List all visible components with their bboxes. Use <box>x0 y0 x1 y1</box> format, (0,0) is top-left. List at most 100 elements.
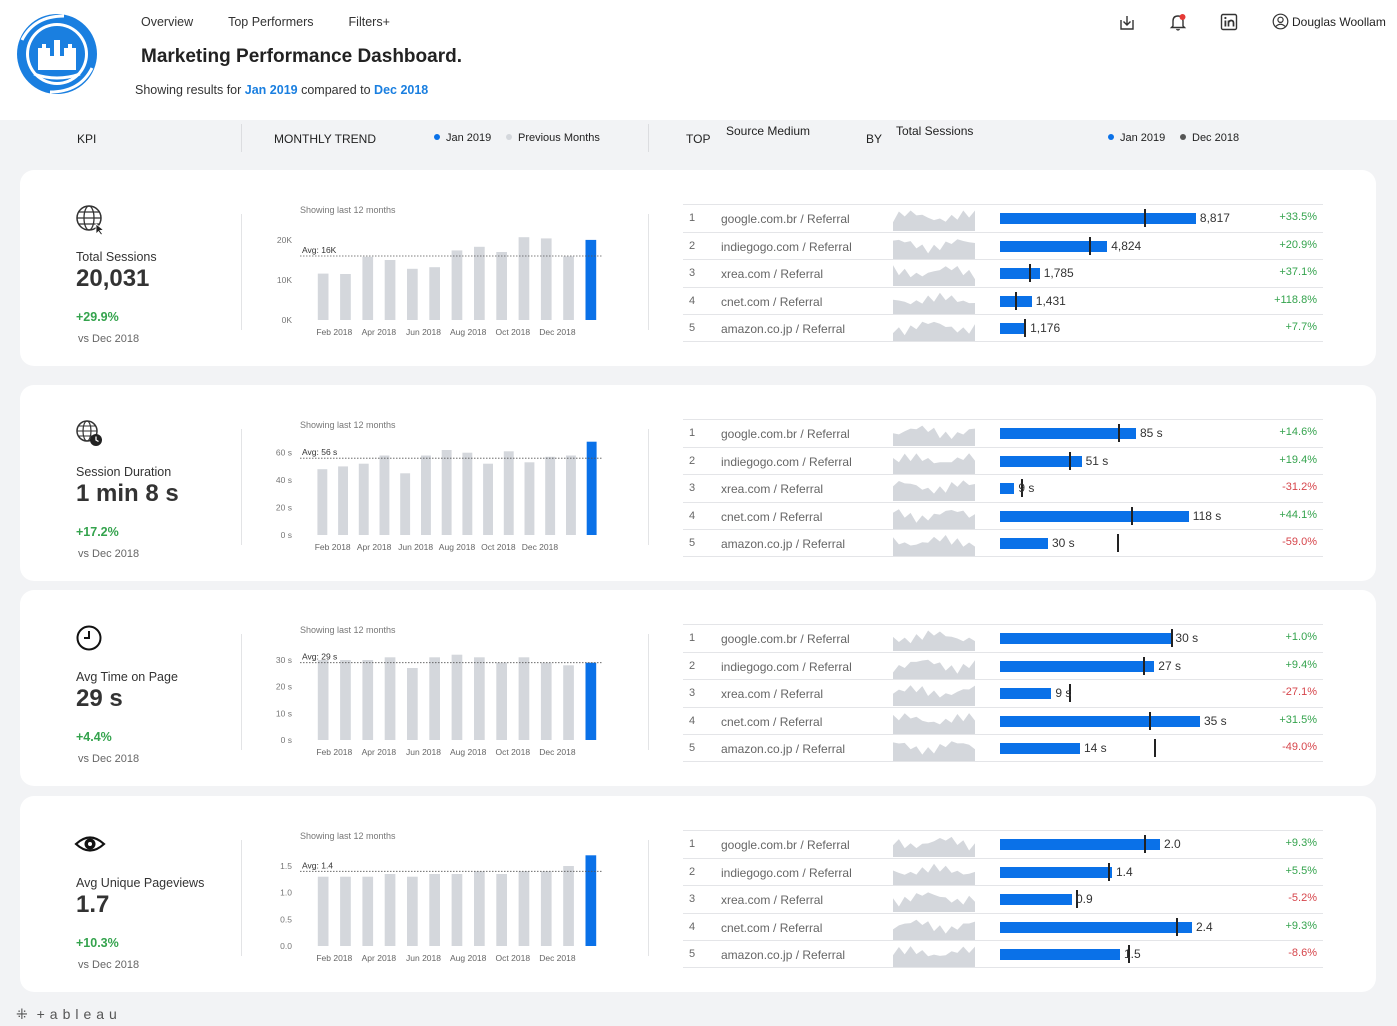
trend-bar[interactable] <box>518 657 530 740</box>
table-row[interactable]: 1 google.com.br / Referral 30 s +1.0% <box>683 624 1323 652</box>
source-medium[interactable]: xrea.com / Referral <box>721 267 824 281</box>
trend-bar[interactable] <box>429 874 440 946</box>
table-row[interactable]: 3 xrea.com / Referral 9 s -27.1% <box>683 679 1323 707</box>
trend-bar[interactable] <box>407 668 418 740</box>
current-value-bar[interactable] <box>1000 633 1172 644</box>
source-medium[interactable]: amazon.co.jp / Referral <box>721 948 846 962</box>
trend-bar[interactable] <box>474 657 485 740</box>
trend-bar[interactable] <box>441 450 452 535</box>
trend-bar[interactable] <box>362 256 374 320</box>
trend-bar[interactable] <box>362 660 374 740</box>
trend-bar[interactable] <box>362 876 374 946</box>
source-medium[interactable]: amazon.co.jp / Referral <box>721 742 846 756</box>
source-medium[interactable]: xrea.com / Referral <box>721 893 824 907</box>
trend-bar[interactable] <box>503 451 514 535</box>
source-medium[interactable]: indiegogo.com / Referral <box>721 659 852 674</box>
trend-bar[interactable] <box>563 256 574 320</box>
trend-bar[interactable] <box>474 871 485 946</box>
trend-bar[interactable] <box>338 466 348 535</box>
trend-bar[interactable] <box>563 665 574 740</box>
notification-bell-icon[interactable] <box>1168 12 1188 32</box>
source-medium[interactable]: google.com.br / Referral <box>721 838 850 852</box>
trend-bar-current[interactable] <box>585 662 597 740</box>
current-value-bar[interactable] <box>1000 323 1027 334</box>
table-row[interactable]: 2 indiegogo.com / Referral 51 s +19.4% <box>683 446 1323 475</box>
linkedin-icon[interactable] <box>1219 12 1239 32</box>
current-value-bar[interactable] <box>1000 268 1040 279</box>
trend-bar[interactable] <box>496 874 507 946</box>
current-value-bar[interactable] <box>1000 483 1015 494</box>
current-value-bar[interactable] <box>1000 455 1082 467</box>
table-row[interactable]: 5 amazon.co.jp / Referral 14 s -49.0% <box>683 734 1323 762</box>
source-medium[interactable]: indiegogo.com / Referral <box>721 454 852 469</box>
trend-bar[interactable] <box>540 871 552 946</box>
current-value-bar[interactable] <box>1000 510 1189 522</box>
trend-bar[interactable] <box>451 874 463 946</box>
current-value-bar[interactable] <box>1000 949 1120 960</box>
table-row[interactable]: 5 amazon.co.jp / Referral 1,176 +7.7% <box>683 314 1323 342</box>
trend-bar-current[interactable] <box>585 239 597 320</box>
source-medium[interactable]: google.com.br / Referral <box>721 427 850 441</box>
table-row[interactable]: 4 cnet.com / Referral 35 s +31.5% <box>683 706 1323 735</box>
trend-bar[interactable] <box>545 456 556 535</box>
source-medium[interactable]: amazon.co.jp / Referral <box>721 537 846 551</box>
table-row[interactable]: 4 cnet.com / Referral 118 s +44.1% <box>683 501 1323 530</box>
trend-bar[interactable] <box>518 237 530 320</box>
trend-bar[interactable] <box>496 662 507 740</box>
current-value-bar[interactable] <box>1000 839 1160 850</box>
nav-top-performers[interactable]: Top Performers <box>228 15 314 29</box>
top-dimension-selector[interactable]: Source Medium <box>726 124 811 138</box>
current-value-bar[interactable] <box>1000 660 1155 672</box>
table-row[interactable]: 5 amazon.co.jp / Referral 1.5 -8.6% <box>683 940 1323 968</box>
trend-bar[interactable] <box>340 660 351 740</box>
trend-bar[interactable] <box>429 267 440 320</box>
trend-bar-current[interactable] <box>585 855 597 946</box>
table-row[interactable]: 4 cnet.com / Referral 1,431 +118.8% <box>683 286 1323 315</box>
trend-bar[interactable] <box>358 463 369 535</box>
current-value-bar[interactable] <box>1000 213 1196 224</box>
source-medium[interactable]: google.com.br / Referral <box>721 632 850 646</box>
trend-bar[interactable] <box>317 876 329 946</box>
trend-bar[interactable] <box>566 455 576 536</box>
table-row[interactable]: 5 amazon.co.jp / Referral 30 s -59.0% <box>683 529 1323 557</box>
download-icon[interactable] <box>1117 12 1137 32</box>
source-medium[interactable]: xrea.com / Referral <box>721 482 824 496</box>
current-value-bar[interactable] <box>1000 866 1112 878</box>
table-row[interactable]: 3 xrea.com / Referral 1,785 +37.1% <box>683 259 1323 287</box>
source-medium[interactable]: cnet.com / Referral <box>721 714 823 729</box>
trend-bar[interactable] <box>317 273 329 320</box>
trend-bar[interactable] <box>429 657 440 740</box>
table-row[interactable]: 2 indiegogo.com / Referral 4,824 +20.9% <box>683 231 1323 260</box>
trend-bar[interactable] <box>407 876 418 946</box>
table-row[interactable]: 4 cnet.com / Referral 2.4 +9.3% <box>683 912 1323 941</box>
trend-bar[interactable] <box>474 246 485 320</box>
source-medium[interactable]: indiegogo.com / Referral <box>721 865 852 880</box>
nav-overview[interactable]: Overview <box>141 15 194 29</box>
table-row[interactable]: 3 xrea.com / Referral 0.9 -5.2% <box>683 885 1323 913</box>
trend-bar[interactable] <box>451 250 463 320</box>
source-medium[interactable]: cnet.com / Referral <box>721 920 823 935</box>
trend-bar[interactable] <box>483 463 493 535</box>
current-period[interactable]: Jan 2019 <box>244 83 298 97</box>
user-menu[interactable]: Douglas Woollam <box>1272 13 1386 30</box>
by-measure-selector[interactable]: Total Sessions <box>896 124 974 138</box>
source-medium[interactable]: xrea.com / Referral <box>721 687 824 701</box>
compare-period[interactable]: Dec 2018 <box>374 83 429 97</box>
trend-bar[interactable] <box>407 268 418 320</box>
table-row[interactable]: 1 google.com.br / Referral 2.0 +9.3% <box>683 830 1323 858</box>
trend-bar[interactable] <box>340 876 351 946</box>
trend-bar[interactable] <box>524 462 535 535</box>
table-row[interactable]: 2 indiegogo.com / Referral 1.4 +5.5% <box>683 857 1323 886</box>
trend-bar[interactable] <box>384 657 396 740</box>
current-value-bar[interactable] <box>1000 921 1192 933</box>
trend-bar[interactable] <box>421 455 431 536</box>
current-value-bar[interactable] <box>1000 894 1072 905</box>
trend-bar[interactable] <box>540 238 552 320</box>
current-value-bar[interactable] <box>1000 428 1136 439</box>
trend-bar[interactable] <box>340 274 351 320</box>
table-row[interactable]: 1 google.com.br / Referral 8,817 +33.5% <box>683 204 1323 232</box>
source-medium[interactable]: cnet.com / Referral <box>721 509 823 524</box>
trend-bar[interactable] <box>518 871 530 946</box>
source-medium[interactable]: google.com.br / Referral <box>721 212 850 226</box>
trend-bar[interactable] <box>384 874 396 946</box>
